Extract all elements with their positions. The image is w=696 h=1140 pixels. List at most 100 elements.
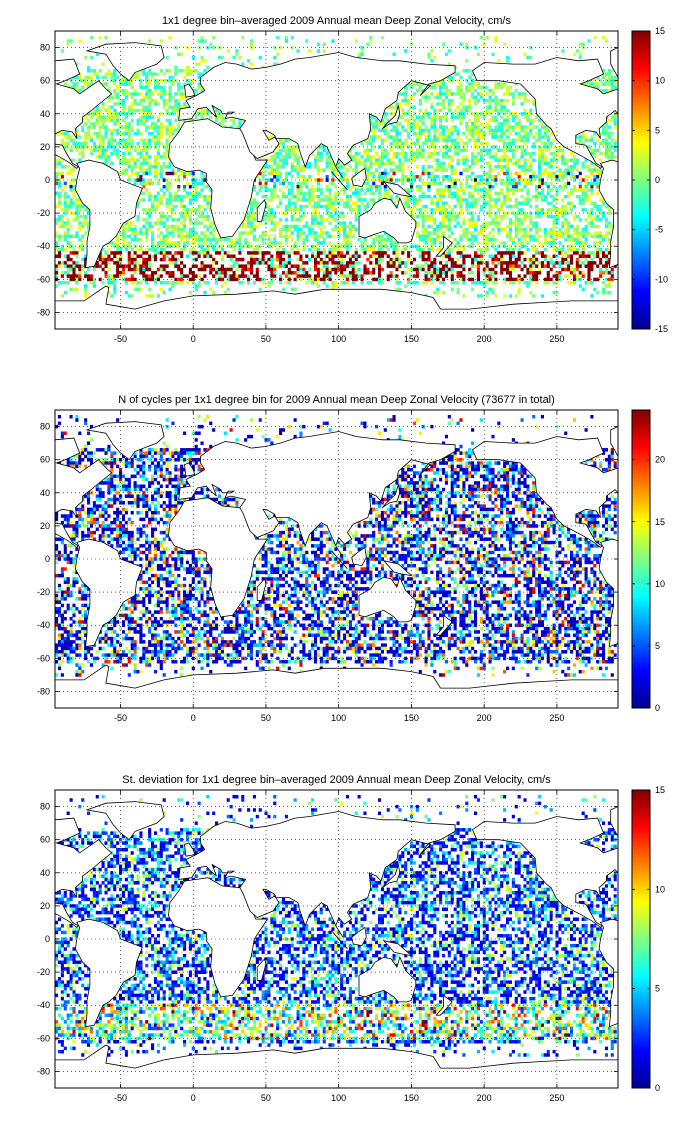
data-cell	[313, 237, 318, 242]
data-cell	[491, 135, 495, 139]
data-cell	[363, 138, 367, 143]
data-cell	[69, 168, 73, 172]
data-cell	[273, 171, 277, 176]
data-cell	[471, 221, 475, 225]
data-cell	[471, 82, 475, 86]
data-cell	[156, 135, 160, 139]
data-cell	[569, 208, 574, 212]
data-cell	[168, 257, 172, 262]
data-cell	[305, 221, 309, 225]
data-cell	[424, 237, 428, 242]
data-cell	[180, 214, 184, 219]
data-cell	[479, 112, 483, 116]
data-cell	[121, 228, 126, 232]
data-cell	[197, 82, 201, 86]
data-cell	[142, 264, 146, 268]
data-cell	[177, 280, 181, 285]
data-cell	[174, 264, 178, 268]
data-cell	[535, 115, 539, 119]
data-cell	[552, 261, 556, 265]
data-cell	[529, 175, 533, 179]
data-cell	[543, 198, 547, 202]
data-cell	[127, 141, 131, 146]
data-cell	[433, 95, 437, 100]
data-cell	[584, 241, 588, 245]
data-cell	[529, 178, 533, 182]
data-cell	[491, 267, 495, 272]
data-cell	[604, 224, 609, 229]
data-cell	[593, 178, 597, 182]
data-cell	[92, 72, 96, 76]
data-cell	[142, 218, 146, 222]
data-cell	[212, 35, 216, 40]
data-cell	[87, 211, 91, 215]
data-cell	[255, 251, 259, 255]
data-cell	[209, 221, 213, 225]
data-cell	[450, 184, 454, 189]
data-cell	[270, 214, 274, 219]
data-cell	[168, 231, 172, 235]
data-cell	[78, 151, 82, 156]
data-cell	[340, 228, 344, 232]
data-cell	[311, 184, 315, 189]
data-cell	[92, 125, 96, 129]
data-cell	[75, 148, 79, 153]
data-cell	[383, 125, 387, 129]
data-cell	[441, 98, 446, 103]
data-cell	[255, 261, 259, 265]
data-cell	[517, 131, 521, 136]
data-cell	[433, 128, 437, 133]
data-cell	[104, 151, 108, 156]
data-cell	[331, 254, 335, 259]
data-cell	[430, 224, 434, 229]
data-cell	[494, 35, 498, 40]
data-cell	[401, 108, 405, 113]
data-cell	[191, 271, 195, 275]
data-cell	[508, 138, 513, 143]
data-cell	[514, 228, 518, 232]
data-cell	[546, 175, 550, 179]
data-cell	[165, 224, 169, 229]
data-cell	[456, 271, 460, 275]
data-cell	[319, 158, 323, 162]
data-cell	[424, 271, 428, 275]
data-cell	[468, 204, 472, 209]
data-cell	[383, 148, 387, 153]
data-cell	[60, 175, 64, 179]
data-cell	[183, 247, 187, 252]
data-cell	[584, 181, 588, 186]
data-cell	[183, 204, 187, 209]
data-cell	[386, 158, 390, 162]
data-cell	[252, 218, 256, 222]
data-cell	[590, 191, 594, 196]
data-cell	[459, 42, 463, 47]
data-cell	[444, 211, 448, 215]
data-cell	[572, 214, 577, 219]
data-cell	[552, 244, 556, 249]
data-cell	[593, 131, 597, 136]
data-cell	[503, 145, 507, 149]
data-cell	[555, 231, 559, 235]
data-cell	[590, 188, 594, 192]
data-cell	[296, 251, 300, 255]
data-cell	[430, 261, 434, 265]
data-cell	[290, 224, 294, 229]
data-cell	[412, 198, 416, 202]
data-cell	[351, 277, 355, 282]
data-cell	[305, 204, 309, 209]
data-cell	[497, 208, 501, 212]
data-cell	[197, 251, 201, 255]
data-cell	[392, 138, 396, 143]
data-cell	[290, 145, 294, 149]
data-cell	[526, 131, 530, 136]
data-cell	[142, 261, 146, 265]
data-cell	[130, 102, 134, 106]
data-cell	[372, 178, 376, 182]
data-cell	[247, 231, 251, 235]
data-cell	[328, 214, 332, 219]
data-cell	[69, 148, 73, 153]
data-cell	[55, 241, 59, 245]
data-cell	[450, 128, 454, 133]
data-cell	[433, 264, 437, 268]
data-cell	[485, 224, 489, 229]
